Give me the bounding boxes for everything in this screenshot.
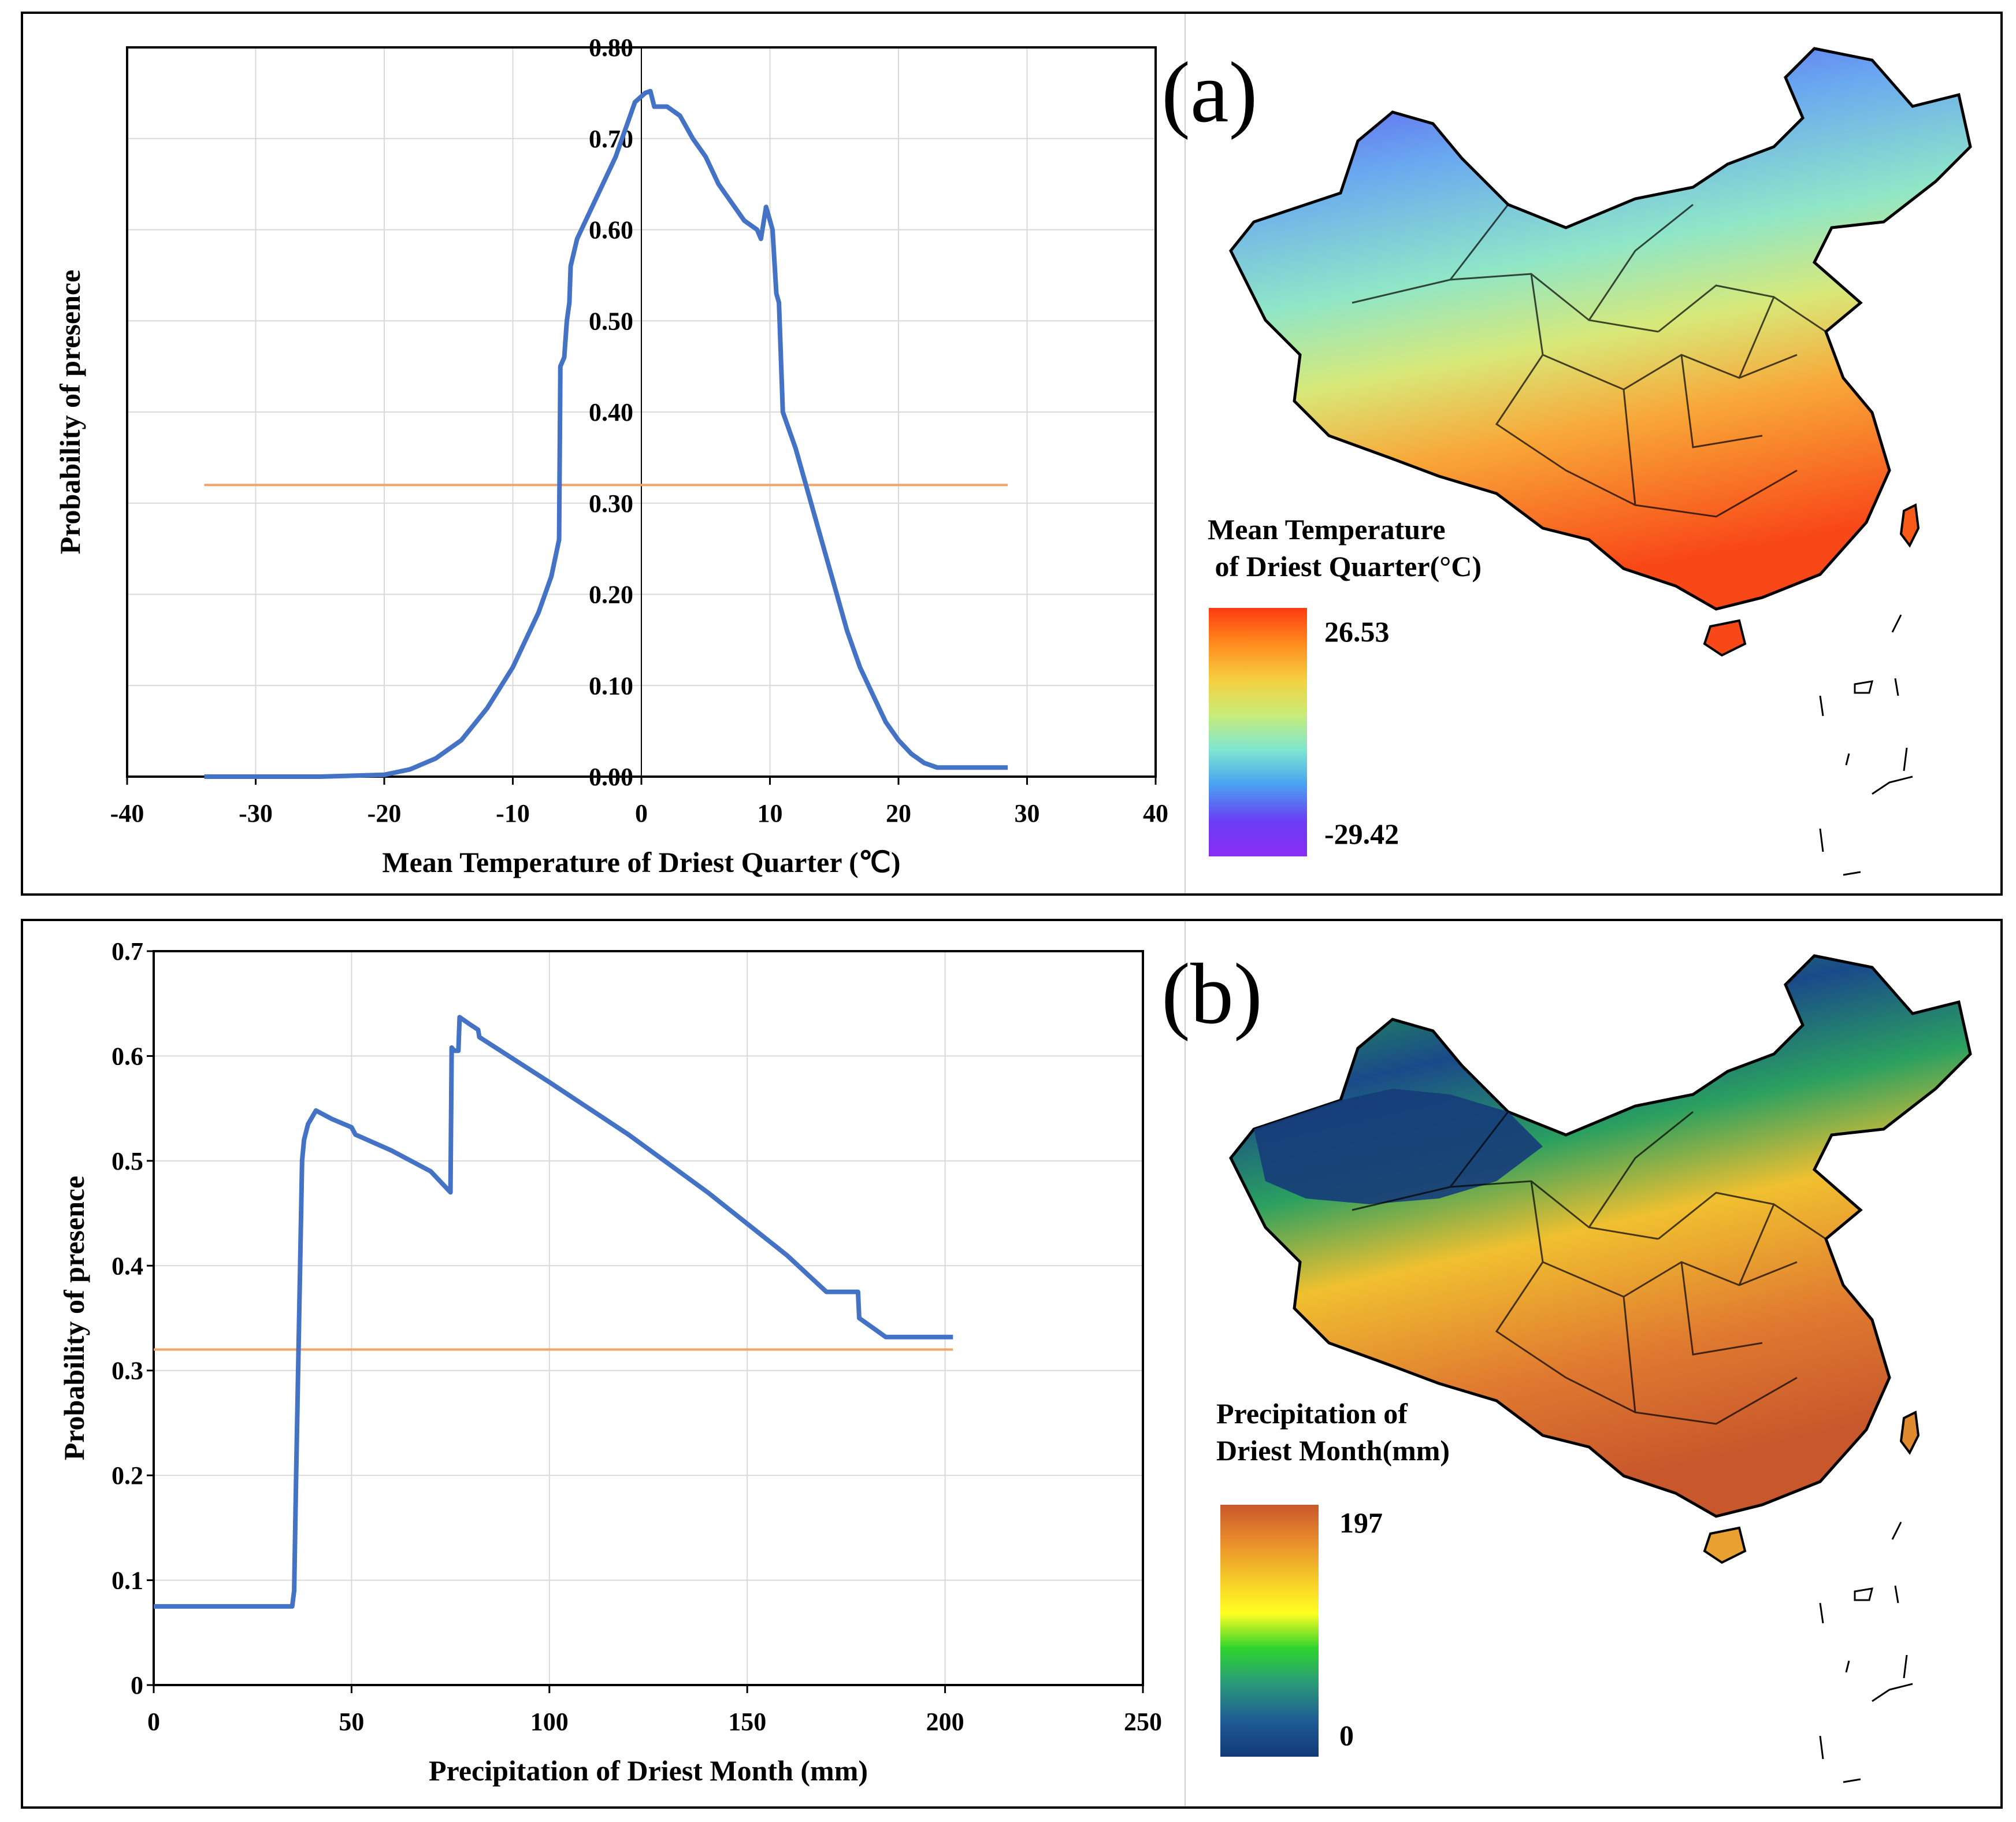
panel-label-a: (a) [1161, 44, 1258, 140]
y-tick-label: 0.00 [589, 763, 633, 791]
x-tick-label: 150 [728, 1708, 766, 1736]
taiwan-island-b [1899, 1410, 1920, 1455]
legend-colorbar-a [1209, 608, 1307, 856]
x-tick-label: 30 [1015, 799, 1040, 827]
legend-title-b: Precipitation of Driest Month(mm) [1216, 1397, 1450, 1467]
x-tick-label: 20 [886, 799, 911, 827]
x-tick-label: -30 [239, 799, 273, 827]
x-tick-label: 50 [339, 1708, 364, 1736]
china-outline-a [1229, 47, 1972, 611]
x-tick-label: 40 [1143, 799, 1168, 827]
y-tick-label: 0.10 [589, 671, 633, 700]
y-tick-label: 0.5 [112, 1147, 143, 1175]
response-curve [204, 88, 1008, 779]
china-map-precipitation [1229, 954, 1972, 1783]
x-tick-label: 200 [926, 1708, 964, 1736]
y-tick-label: 0 [131, 1671, 143, 1699]
x-tick-label: -40 [110, 799, 144, 827]
south-china-sea-islands-b [1819, 1522, 1913, 1783]
panel-b: 0 50 100 150 200 250 0 0.1 0.2 0.3 0.4 0.5 0.6 0.7 Pre… [21, 919, 2003, 1809]
province-lines-b [1352, 1111, 1826, 1425]
precipitation-response-chart: 0 50 100 150 200 250 0 0.1 0.2 0.3 0.4 0.5 0.6 0.7 Pre… [58, 937, 1162, 1787]
y-tick-label: 0.2 [112, 1461, 143, 1490]
china-map-temperature [1229, 47, 1972, 876]
y-tick-label: 0.30 [589, 489, 633, 518]
y-tick-label: 0.50 [589, 307, 633, 335]
x-axis-title: Mean Temperature of Driest Quarter (℃) [382, 846, 900, 878]
province-lines-a [1352, 203, 1826, 518]
y-tick-label: 0.80 [589, 34, 633, 62]
desert-region-b [1254, 1089, 1543, 1204]
hainan-island-b [1703, 1526, 1747, 1564]
legend-colorbar-b [1220, 1505, 1319, 1757]
temperature-response-chart: -40 -30 -20 -10 0 10 20 30 40 0.00 0.10 0.20 0.30 0.4… [54, 34, 1168, 878]
legend-min-b: 0 [1339, 1719, 1354, 1752]
y-tick-label: 0.20 [589, 581, 633, 609]
south-china-sea-islands-a [1819, 614, 1913, 876]
plot-frame [153, 950, 1144, 1686]
hainan-island-a [1703, 619, 1747, 657]
x-tick-label: 250 [1124, 1708, 1162, 1736]
y-tick-label: 0.4 [112, 1252, 143, 1280]
y-tick-label: 0.6 [112, 1042, 143, 1070]
x-tick-label: -20 [367, 799, 402, 827]
legend-min-a: -29.42 [1324, 818, 1399, 850]
y-tick-label: 0.40 [589, 398, 633, 426]
legend-title-a: Mean Temperature of Driest Quarter(°C) [1208, 513, 1482, 582]
panel-label-b: (b) [1161, 946, 1263, 1042]
y-tick-label: 0.1 [112, 1567, 143, 1595]
panel-a: -40 -30 -20 -10 0 10 20 30 40 0.00 0.10 0.20 0.30 0.4… [21, 12, 2003, 896]
x-axis-title: Precipitation of Driest Month (mm) [429, 1754, 868, 1787]
y-tick-label: 0.7 [112, 937, 143, 966]
response-curve [154, 1015, 953, 1609]
x-tick-label: 10 [758, 799, 783, 827]
y-axis-title: Probability of presence [54, 270, 86, 555]
legend-max-b: 197 [1339, 1506, 1383, 1539]
y-tick-label: 0.3 [112, 1357, 143, 1385]
panel-divider [1185, 921, 1186, 1806]
y-tick-label: 0.60 [589, 216, 633, 244]
panel-divider [1185, 14, 1186, 893]
legend-max-a: 26.53 [1324, 615, 1390, 648]
x-tick-label: 0 [635, 799, 648, 827]
x-tick-label: -10 [496, 799, 530, 827]
x-tick-label: 0 [147, 1708, 160, 1736]
taiwan-island-a [1899, 503, 1920, 548]
y-axis-title: Probability of presence [58, 1176, 90, 1461]
x-tick-label: 100 [530, 1708, 569, 1736]
